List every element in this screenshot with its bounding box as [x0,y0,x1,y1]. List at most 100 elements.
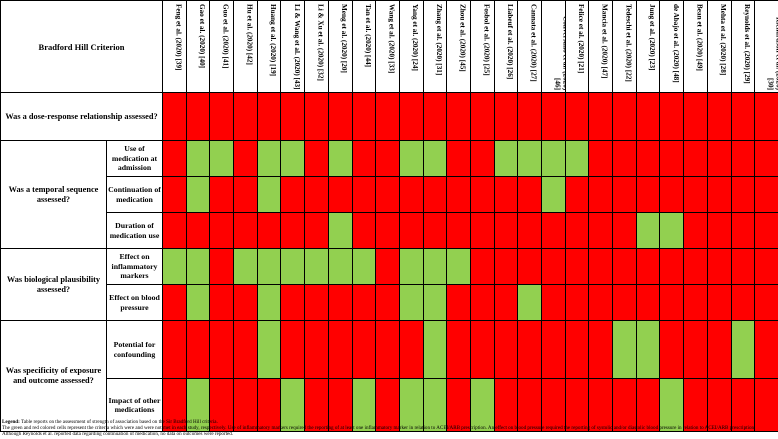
criterion-not-met-cell [683,92,708,141]
criterion-not-met-cell [256,92,282,141]
study-header: Hu et al. (2020) [42] [233,0,258,93]
criterion-not-met-cell [351,212,377,249]
criterion-not-met-cell [659,248,685,285]
legend-line-2: The green and red colored cells represen… [2,424,756,437]
criterion-not-met-cell [588,320,614,379]
criterion-not-met-cell [162,284,187,321]
criterion-not-met-cell [754,212,778,249]
criterion-met-cell [327,140,353,177]
criterion-met-cell [422,140,448,177]
criterion-not-met-cell [398,212,424,249]
criterion-not-met-cell [612,140,637,177]
criterion-not-met-cell [517,248,542,285]
criterion-not-met-cell [304,378,329,432]
criterion-not-met-cell [706,248,732,285]
criterion-not-met-cell [351,176,377,213]
criterion-not-met-cell [493,212,519,249]
criterion-not-met-cell [706,176,732,213]
criterion-not-met-cell [706,378,732,432]
criterion-not-met-cell [564,212,590,249]
criterion-row: Impact of other medications [1,378,778,432]
study-name: Fosbol et al. (2020) [25] [482,4,491,76]
criterion-met-cell [422,248,448,285]
study-name: Guo et al. (2020) [41] [221,4,230,69]
study-header: Richardson et al. (2020) [30] [754,0,778,93]
study-name: Tedeschi et al. (2020) [22] [624,4,633,82]
criterion-not-met-cell [730,378,756,432]
study-name: Mancia et al. (2020) [47] [600,4,609,79]
criterion-question: Was biological plausibility assessed? [0,248,107,321]
criterion-not-met-cell [493,284,519,321]
criterion-not-met-cell [754,284,778,321]
study-name: Gao et al. (2020) [40] [198,4,207,69]
criterion-not-met-cell [730,176,756,213]
criterion-met-cell [351,378,377,432]
criterion-not-met-cell [422,212,448,249]
criterion-not-met-cell [446,378,471,432]
criterion-not-met-cell [635,378,661,432]
criterion-not-met-cell [469,320,495,379]
criterion-not-met-cell [327,320,353,379]
study-name: Feng et al. (2020) [39] [174,4,183,71]
criterion-not-met-cell [564,284,590,321]
criterion-not-met-cell [588,248,614,285]
criterion-not-met-cell [754,92,778,141]
study-name: Mehta et al. (2020) [28] [719,4,728,76]
criterion-not-met-cell [683,176,708,213]
criterion-not-met-cell [588,176,614,213]
study-header: Mancia et al. (2020) [47] [588,0,614,93]
criterion-not-met-cell [209,176,235,213]
criterion-met-cell [635,212,661,249]
study-header: Zhang et al. (2020) [31] [422,0,448,93]
criterion-met-cell [541,140,566,177]
criterion-met-cell [422,378,448,432]
criterion-not-met-cell [304,284,329,321]
criterion-met-cell [351,248,377,285]
legend-line-1: Table reports on the assessment of stren… [19,419,218,425]
criterion-not-met-cell [612,176,637,213]
criterion-not-met-cell [327,378,353,432]
criterion-row: Continuation of medication [1,176,778,213]
criterion-not-met-cell [683,248,708,285]
study-name: Reynolds et al. (2020) [29] [742,4,751,84]
criterion-not-met-cell [375,140,400,177]
criterion-not-met-cell [612,378,637,432]
study-header: Yang et al. (2020) [24] [398,0,424,93]
study-header: Wang et al. (2020) [33] [375,0,400,93]
study-header: Fosbol et al. (2020) [25] [469,0,495,93]
criterion-not-met-cell [564,92,590,141]
criterion-not-met-cell [469,248,495,285]
criterion-met-cell [327,212,353,249]
criterion-not-met-cell [469,140,495,177]
criterion-not-met-cell [612,92,637,141]
criterion-met-cell [541,176,566,213]
criterion-not-met-cell [446,140,471,177]
criterion-not-met-cell [375,378,400,432]
study-header: Bean et al. (2020) [49] [683,0,708,93]
study-header: Huang et al. (2020) [19] [256,0,282,93]
criterion-met-cell [304,248,329,285]
criterion-not-met-cell [162,176,187,213]
criterion-not-met-cell [304,320,329,379]
criterion-not-met-cell [730,248,756,285]
criterion-not-met-cell [517,378,542,432]
criterion-not-met-cell [659,176,685,213]
study-header: Cannata et al. (2020) [27] [517,0,542,93]
study-name: Bean et al. (2020) [49] [695,4,704,71]
criterion-met-cell [256,176,282,213]
criterion-not-met-cell [517,92,542,141]
criterion-met-cell [659,378,685,432]
criterion-met-cell [517,284,542,321]
criterion-not-met-cell [659,320,685,379]
criterion-not-met-cell [683,284,708,321]
criterion-not-met-cell [588,92,614,141]
criterion-not-met-cell [754,176,778,213]
criterion-not-met-cell [233,320,258,379]
criterion-not-met-cell [209,284,235,321]
criterion-not-met-cell [754,378,778,432]
study-name: Tan et al. (2020) [44] [363,4,372,68]
criterion-not-met-cell [564,378,590,432]
criterion-not-met-cell [706,212,732,249]
criterion-not-met-cell [256,378,282,432]
